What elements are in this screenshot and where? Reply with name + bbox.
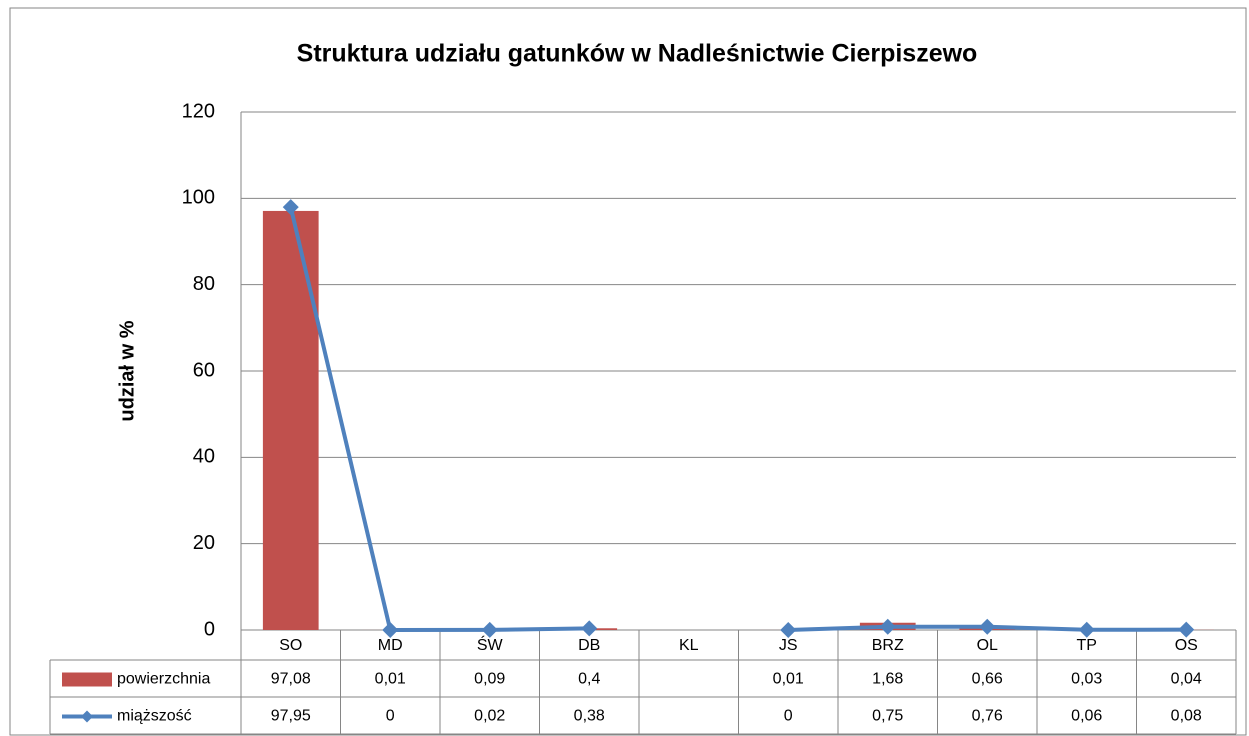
legend-marker [81, 710, 93, 723]
table-value: 97,95 [271, 708, 311, 725]
table-value: 0 [784, 708, 793, 725]
x-tick-label: ŚW [477, 635, 504, 654]
marker [382, 622, 399, 638]
table-value: 0,38 [574, 708, 605, 725]
legend-label: powierzchnia [117, 671, 210, 688]
y-tick-label: 0 [204, 618, 215, 640]
x-tick-label: TP [1077, 637, 1097, 654]
y-tick-label: 20 [193, 532, 215, 554]
marker [481, 621, 498, 638]
table-value: 0,01 [773, 671, 804, 688]
legend-swatch [62, 672, 112, 687]
table-value: 0,01 [375, 671, 406, 688]
x-tick-label: DB [578, 637, 600, 654]
marker [1078, 621, 1095, 638]
table-value: 1,68 [872, 671, 903, 688]
x-tick-label: MD [378, 637, 403, 654]
y-axis-label: udział w % [116, 320, 138, 421]
y-tick-label: 60 [193, 359, 215, 381]
table-value: 0,66 [972, 671, 1003, 688]
x-tick-label: BRZ [872, 637, 904, 654]
y-tick-label: 120 [182, 100, 215, 122]
marker [581, 620, 598, 637]
table-value: 0,08 [1171, 708, 1202, 725]
table-value: 0 [386, 708, 395, 725]
table-value: 97,08 [271, 671, 311, 688]
legend-label: miąższość [117, 708, 192, 725]
x-tick-label: OS [1175, 637, 1198, 654]
table-value: 0,4 [578, 671, 600, 688]
table-value: 0,75 [872, 708, 903, 725]
table-value: 0,09 [474, 671, 505, 688]
y-tick-label: 40 [193, 446, 215, 468]
x-tick-label: SO [279, 637, 302, 654]
marker [879, 618, 896, 635]
table-value: 0,04 [1171, 671, 1202, 688]
marker [1178, 621, 1195, 638]
bar [262, 210, 319, 631]
marker [780, 622, 797, 638]
marker [979, 618, 996, 635]
marker [282, 199, 299, 216]
table-value: 0,76 [972, 708, 1003, 725]
x-tick-label: KL [679, 637, 699, 654]
x-tick-label: OL [977, 637, 998, 654]
y-tick-label: 80 [193, 273, 215, 295]
table-value: 0,03 [1071, 671, 1102, 688]
table-value: 0,06 [1071, 708, 1102, 725]
table-value: 0,02 [474, 708, 505, 725]
chart-title: Struktura udziału gatunków w Nadleśnictw… [297, 40, 978, 68]
y-tick-label: 100 [182, 187, 215, 209]
x-tick-label: JS [779, 637, 798, 654]
